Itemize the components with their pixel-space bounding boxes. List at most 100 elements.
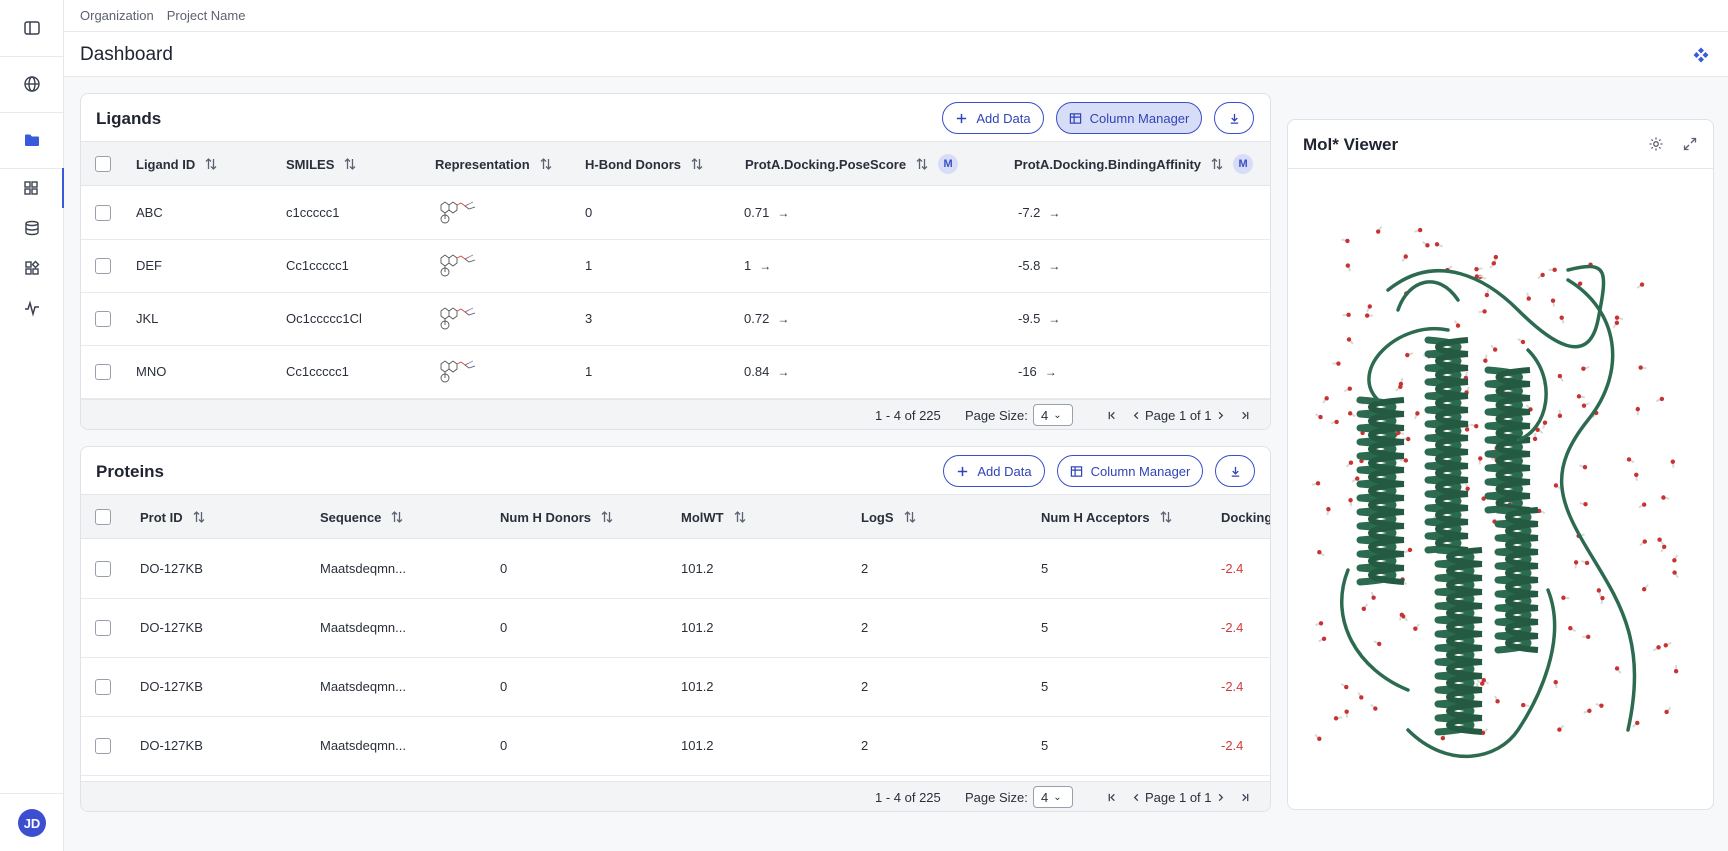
col-ligand-id[interactable]: Ligand ID	[136, 142, 218, 186]
breadcrumb-project[interactable]: Project Name	[166, 8, 246, 23]
row-checkbox[interactable]	[95, 620, 111, 636]
sequence-cell: Maatsdeqmn...	[320, 738, 406, 753]
globe-icon[interactable]	[0, 64, 64, 104]
table-row[interactable]: JKL Oc1ccccc1Cl 3 0.72 → -9.5 →	[81, 293, 1270, 346]
ligands-add-data-button[interactable]: Add Data	[942, 102, 1044, 134]
table-row[interactable]: DEF Cc1ccccc1 1 1 → -5.8 →	[81, 240, 1270, 293]
proteins-select-all-checkbox[interactable]	[95, 509, 111, 525]
pose-score-cell: 0.71 →	[744, 205, 790, 220]
col-logs[interactable]: LogS	[861, 495, 917, 539]
docking-cell: -2.4	[1221, 620, 1244, 635]
sort-icon[interactable]	[733, 510, 747, 524]
col-sequence[interactable]: Sequence	[320, 495, 404, 539]
sort-icon[interactable]	[915, 157, 929, 171]
proteins-panel: Proteins Add Data Column Manager Prot ID…	[80, 446, 1271, 812]
sort-icon[interactable]	[204, 157, 218, 171]
arrow-right-icon[interactable]: →	[1044, 365, 1057, 379]
next-page-icon[interactable]	[1211, 405, 1229, 425]
molecule-structure-icon	[440, 254, 476, 277]
col-num-h-donors[interactable]: Num H Donors	[500, 495, 614, 539]
sort-icon[interactable]	[192, 510, 206, 524]
smiles-cell: c1ccccc1	[286, 205, 340, 220]
sort-icon[interactable]	[600, 510, 614, 524]
arrow-right-icon[interactable]: →	[777, 312, 790, 326]
ligands-download-button[interactable]	[1214, 102, 1254, 134]
proteins-download-button[interactable]	[1215, 455, 1255, 487]
arrow-right-icon[interactable]: →	[1048, 259, 1061, 273]
proteins-table-header: Prot ID Sequence Num H Donors MolWT LogS…	[81, 495, 1270, 539]
ligands-select-all-checkbox[interactable]	[95, 156, 111, 172]
sort-icon[interactable]	[1210, 157, 1224, 171]
row-checkbox[interactable]	[95, 205, 111, 221]
first-page-icon[interactable]	[1103, 405, 1121, 425]
sort-icon[interactable]	[343, 157, 357, 171]
model-badge[interactable]: M	[1233, 154, 1254, 174]
prot-id-cell: DO-127KB	[140, 561, 203, 576]
expand-icon[interactable]	[1682, 136, 1698, 152]
model-badge[interactable]: M	[938, 154, 959, 174]
table-row[interactable]: ABC c1ccccc1 0 0.71 → -7.2 →	[81, 187, 1270, 240]
breadcrumb-organization[interactable]: Organization	[80, 8, 154, 23]
dashboard-icon[interactable]	[0, 168, 64, 208]
col-prot-id[interactable]: Prot ID	[140, 495, 206, 539]
database-icon[interactable]	[0, 208, 64, 248]
row-checkbox[interactable]	[95, 258, 111, 274]
mol-viewer-panel: Mol* Viewer	[1287, 119, 1714, 810]
col-h-bond-donors[interactable]: H-Bond Donors	[585, 142, 704, 186]
col-representation[interactable]: Representation	[435, 142, 553, 186]
docking-cell: -2.4	[1221, 738, 1244, 753]
settings-icon[interactable]	[1648, 136, 1664, 152]
col-pose-score[interactable]: ProtA.Docking.PoseScore M	[745, 142, 959, 186]
row-checkbox[interactable]	[95, 364, 111, 380]
table-row[interactable]: DO-127KB Maatsdeqmn... 0 101.2 2 5 -2.4	[81, 599, 1270, 658]
sort-icon[interactable]	[1159, 510, 1173, 524]
sort-icon[interactable]	[903, 510, 917, 524]
ligands-range: 1 - 4 of 225	[875, 408, 941, 423]
sort-icon[interactable]	[690, 157, 704, 171]
avatar[interactable]: JD	[18, 809, 46, 837]
col-smiles[interactable]: SMILES	[286, 142, 357, 186]
table-row[interactable]: DO-127KB Maatsdeqmn... 0 101.2 2 5 -2.4	[81, 717, 1270, 776]
row-checkbox[interactable]	[95, 738, 111, 754]
sort-icon[interactable]	[539, 157, 553, 171]
ligands-column-manager-button[interactable]: Column Manager	[1056, 102, 1202, 134]
prev-page-icon[interactable]	[1127, 787, 1145, 807]
layout-icon[interactable]	[1692, 46, 1710, 64]
arrow-right-icon[interactable]: →	[1048, 312, 1061, 326]
arrow-right-icon[interactable]: →	[1048, 206, 1061, 220]
arrow-right-icon[interactable]: →	[759, 259, 772, 273]
ligands-page-size-select[interactable]: 4 ⌄	[1033, 404, 1073, 426]
proteins-page-size-select[interactable]: 4 ⌄	[1033, 786, 1073, 808]
arrow-right-icon[interactable]: →	[777, 365, 790, 379]
ligand-id-cell: JKL	[136, 311, 159, 326]
col-num-h-acceptors[interactable]: Num H Acceptors	[1041, 495, 1173, 539]
smiles-cell: Cc1ccccc1	[286, 364, 349, 379]
col-binding-affinity[interactable]: ProtA.Docking.BindingAffinity M	[1014, 142, 1254, 186]
prev-page-icon[interactable]	[1127, 405, 1145, 425]
apps-icon[interactable]	[0, 248, 64, 288]
sort-icon[interactable]	[390, 510, 404, 524]
row-checkbox[interactable]	[95, 679, 111, 695]
row-checkbox[interactable]	[95, 311, 111, 327]
molecule-structure-icon	[440, 307, 476, 330]
protein-structure-render[interactable]	[1288, 170, 1713, 809]
next-page-icon[interactable]	[1211, 787, 1229, 807]
last-page-icon[interactable]	[1235, 787, 1253, 807]
binding-affinity-cell: -7.2 →	[1018, 205, 1061, 220]
col-molwt[interactable]: MolWT	[681, 495, 747, 539]
last-page-icon[interactable]	[1235, 405, 1253, 425]
arrow-right-icon[interactable]: →	[777, 206, 790, 220]
table-row[interactable]: MNO Cc1ccccc1 1 0.84 → -16 →	[81, 346, 1270, 399]
table-row[interactable]: DO-127KB Maatsdeqmn... 0 101.2 2 5 -2.4	[81, 658, 1270, 717]
panel-toggle-icon[interactable]	[0, 8, 64, 48]
folder-icon[interactable]	[0, 120, 64, 160]
prot-id-cell: DO-127KB	[140, 620, 203, 635]
first-page-icon[interactable]	[1103, 787, 1121, 807]
sequence-cell: Maatsdeqmn...	[320, 561, 406, 576]
col-docking[interactable]: Docking	[1221, 509, 1271, 525]
proteins-column-manager-button[interactable]: Column Manager	[1057, 455, 1203, 487]
row-checkbox[interactable]	[95, 561, 111, 577]
activity-icon[interactable]	[0, 288, 64, 328]
table-row[interactable]: DO-127KB Maatsdeqmn... 0 101.2 2 5 -2.4	[81, 540, 1270, 599]
proteins-add-data-button[interactable]: Add Data	[943, 455, 1045, 487]
